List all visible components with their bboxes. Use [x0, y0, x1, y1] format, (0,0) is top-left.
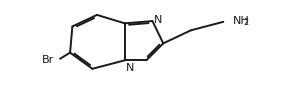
- Text: Br: Br: [42, 55, 55, 65]
- Text: 2: 2: [243, 18, 248, 28]
- Text: N: N: [154, 15, 162, 25]
- Text: N: N: [126, 63, 135, 73]
- Text: NH: NH: [233, 16, 249, 26]
